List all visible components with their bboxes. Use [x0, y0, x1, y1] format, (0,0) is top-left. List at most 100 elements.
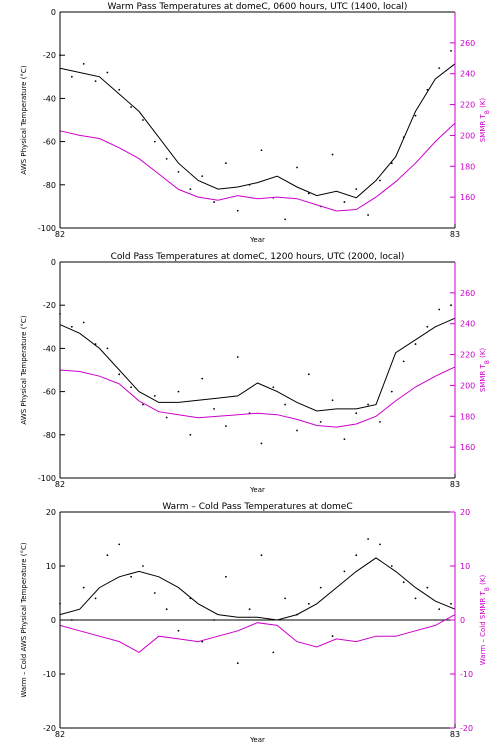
data-point: [106, 554, 109, 557]
data-point: [70, 75, 73, 78]
data-point: [201, 175, 204, 178]
y-tick-label: -80: [43, 181, 56, 190]
data-point: [153, 592, 156, 594]
data-point: [402, 581, 405, 584]
data-point: [284, 218, 287, 221]
y2-tick-label: 0: [460, 616, 465, 625]
data-point: [165, 416, 168, 419]
chart-panel-1: Warm Pass Temperatures at domeC, 0600 ho…: [20, 2, 491, 244]
y-axis-label: Warm – Cold AWS Physical Temperature (°C…: [20, 542, 28, 697]
data-point: [450, 304, 452, 307]
y2-tick-label: 20: [460, 508, 470, 517]
data-point: [142, 403, 144, 406]
chart-panel-3: Warm – Cold Pass Temperatures at domeC 20…: [20, 502, 491, 744]
y-tick-label: 20: [46, 508, 56, 517]
data-point: [426, 88, 429, 91]
y-tick-label: -60: [43, 388, 56, 397]
data-point: [70, 619, 73, 621]
data-point: [225, 575, 227, 578]
data-point: [177, 629, 180, 632]
data-point: [379, 179, 381, 182]
data-point: [355, 412, 358, 415]
y2-tick-label: 200: [460, 381, 475, 390]
data-point: [450, 49, 452, 52]
chart-title: Warm – Cold Pass Temperatures at domeC: [162, 502, 352, 512]
data-point: [438, 67, 441, 70]
data-point: [307, 192, 310, 195]
data-point: [177, 170, 180, 173]
data-point: [390, 565, 393, 567]
y-tick-label: 0: [51, 258, 56, 267]
y-tick-label: -80: [43, 431, 56, 440]
data-point: [343, 201, 346, 203]
data-point: [390, 390, 393, 393]
y-tick-label: -40: [43, 94, 56, 103]
x-tick-label: 83: [450, 480, 460, 489]
data-point: [355, 188, 358, 191]
data-point: [94, 597, 97, 600]
data-point: [307, 602, 310, 605]
y2-tick-label: 240: [460, 70, 475, 79]
x-tick-label: 83: [450, 730, 460, 739]
data-point: [367, 538, 369, 540]
aws-series-line: [59, 557, 456, 621]
x-axis-label: Year: [249, 236, 265, 244]
data-point: [213, 201, 215, 203]
y2-tick-label: 220: [460, 101, 475, 110]
data-point: [118, 543, 121, 546]
y2-axis-label: SMMR TB (K): [479, 98, 491, 143]
data-point: [260, 149, 263, 152]
y-tick-label: -60: [43, 138, 56, 147]
y-tick-label: -10: [43, 670, 56, 679]
data-point: [189, 433, 192, 436]
data-point: [272, 386, 275, 389]
data-point: [260, 554, 263, 557]
data-point: [414, 597, 417, 600]
data-point: [426, 325, 429, 328]
data-point: [331, 153, 334, 156]
smmr-series-line: [59, 366, 456, 428]
chart-panel-2: Cold Pass Temperatures at domeC, 1200 ho…: [20, 252, 491, 494]
data-point: [165, 157, 168, 160]
x-axis-label: Year: [249, 486, 265, 494]
data-point: [165, 608, 168, 611]
y-tick-label: -40: [43, 344, 56, 353]
data-point: [130, 575, 133, 578]
data-point: [130, 386, 133, 389]
data-point: [307, 373, 310, 376]
y2-axis-label: SMMR TB (K): [479, 348, 491, 393]
data-point: [130, 106, 133, 108]
data-point: [142, 565, 144, 567]
data-point: [367, 214, 369, 216]
data-point: [379, 420, 381, 423]
data-point: [82, 321, 85, 324]
data-point: [82, 586, 85, 589]
y-tick-label: 0: [51, 616, 56, 625]
y-tick-label: -20: [43, 301, 56, 310]
data-point: [343, 570, 346, 573]
data-point: [296, 166, 298, 169]
data-point: [189, 597, 192, 600]
y2-tick-label: 180: [460, 412, 475, 421]
data-point: [331, 399, 334, 402]
data-point: [225, 162, 227, 165]
data-point: [296, 613, 298, 616]
data-point: [414, 114, 417, 117]
data-point: [213, 407, 215, 410]
chart-title: Cold Pass Temperatures at domeC, 1200 ho…: [111, 252, 405, 262]
data-point: [402, 136, 405, 139]
data-point: [343, 438, 346, 441]
y2-tick-label: 10: [460, 562, 470, 571]
data-point: [153, 140, 156, 143]
y-axis-label: AWS Physical Temperature (°C): [20, 315, 28, 424]
y2-tick-label: 240: [460, 320, 475, 329]
data-point: [426, 586, 429, 589]
data-point: [284, 403, 287, 406]
y2-tick-label: 260: [460, 289, 475, 298]
data-point: [142, 119, 144, 121]
x-tick-label: 82: [55, 730, 65, 739]
data-point: [70, 325, 73, 328]
y-tick-label: -20: [43, 51, 56, 60]
data-point: [106, 347, 109, 350]
